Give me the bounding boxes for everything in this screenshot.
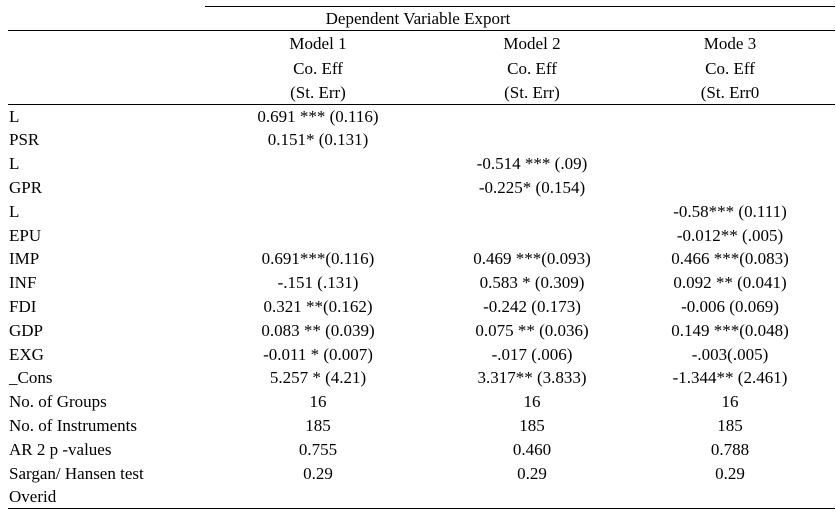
model-2-cell: -0.514 *** (.09) xyxy=(476,154,588,173)
row-label: No. of Instruments xyxy=(9,416,137,435)
model-2-cell: -0.225* (0.154) xyxy=(478,178,586,197)
model-1-cell: 185 xyxy=(305,416,331,435)
column-coef-label: Co. Eff xyxy=(293,59,343,78)
column-se-label: (St. Err0 xyxy=(700,83,760,102)
model-3-cell: -1.344** (2.461) xyxy=(672,368,788,387)
column-model-label: Mode 3 xyxy=(703,34,757,53)
column-se-label: (St. Err) xyxy=(504,83,560,102)
model-3-cell: 16 xyxy=(721,392,739,411)
row-label: L xyxy=(9,202,20,221)
model-2-cell: 0.460 xyxy=(512,440,552,459)
row-label: EPU xyxy=(9,226,42,245)
table-header-rule xyxy=(8,30,835,31)
model-1-cell: 0.083 ** (0.039) xyxy=(261,321,375,340)
model-3-cell: 185 xyxy=(717,416,743,435)
row-label: Sargan/ Hansen test xyxy=(9,464,144,483)
table-title: Dependent Variable Export xyxy=(325,9,511,28)
model-3-cell: 0.149 ***(0.048) xyxy=(671,321,789,340)
model-1-cell: 0.691 *** (0.116) xyxy=(257,107,379,126)
column-coef-label: Co. Eff xyxy=(507,59,557,78)
model-2-cell: 16 xyxy=(523,392,541,411)
model-1-cell: 0.691***(0.116) xyxy=(261,249,375,268)
model-2-cell: -0.242 (0.173) xyxy=(483,297,581,316)
table-top-rule xyxy=(205,6,835,7)
model-2-cell: -.017 (.006) xyxy=(491,345,573,364)
table-column-header-rule xyxy=(8,104,835,105)
model-3-cell: -.003(.005) xyxy=(691,345,769,364)
row-label: L xyxy=(9,107,20,126)
row-label: INF xyxy=(9,273,37,292)
model-3-cell: -0.012** (.005) xyxy=(676,226,784,245)
row-label: EXG xyxy=(9,345,44,364)
column-model-label: Model 1 xyxy=(289,34,347,53)
model-2-cell: 185 xyxy=(519,416,545,435)
row-label: No. of Groups xyxy=(9,392,107,411)
row-label: IMP xyxy=(9,249,40,268)
row-label: Overid xyxy=(9,487,57,506)
row-label: FDI xyxy=(9,297,37,316)
model-1-cell: 5.257 * (4.21) xyxy=(269,368,367,387)
model-1-cell: 16 xyxy=(309,392,327,411)
model-1-cell: 0.29 xyxy=(303,464,333,483)
column-model-label: Model 2 xyxy=(503,34,561,53)
model-1-cell: -.151 (.131) xyxy=(277,273,359,292)
model-2-cell: 0.469 ***(0.093) xyxy=(473,249,591,268)
model-2-cell: 0.583 * (0.309) xyxy=(479,273,585,292)
row-label: _Cons xyxy=(9,368,53,387)
model-3-cell: 0.788 xyxy=(710,440,750,459)
column-coef-label: Co. Eff xyxy=(705,59,755,78)
model-2-cell: 0.29 xyxy=(517,464,547,483)
model-3-cell: 0.092 ** (0.041) xyxy=(673,273,787,292)
model-1-cell: 0.151* (0.131) xyxy=(267,130,369,149)
model-2-cell: 0.075 ** (0.036) xyxy=(475,321,589,340)
model-3-cell: 0.466 ***(0.083) xyxy=(671,249,789,268)
row-label: AR 2 p -values xyxy=(9,440,112,459)
model-3-cell: -0.006 (0.069) xyxy=(681,297,779,316)
model-1-cell: 0.755 xyxy=(298,440,338,459)
model-1-cell: 0.321 **(0.162) xyxy=(263,297,373,316)
row-label: GPR xyxy=(9,178,43,197)
model-3-cell: 0.29 xyxy=(715,464,745,483)
row-label: PSR xyxy=(9,130,40,149)
model-2-cell: 3.317** (3.833) xyxy=(477,368,587,387)
row-label: GDP xyxy=(9,321,44,340)
column-se-label: (St. Err) xyxy=(290,83,346,102)
table-bottom-rule xyxy=(8,508,835,509)
row-label: L xyxy=(9,154,20,173)
model-1-cell: -0.011 * (0.007) xyxy=(263,345,373,364)
model-3-cell: -0.58*** (0.111) xyxy=(673,202,787,221)
